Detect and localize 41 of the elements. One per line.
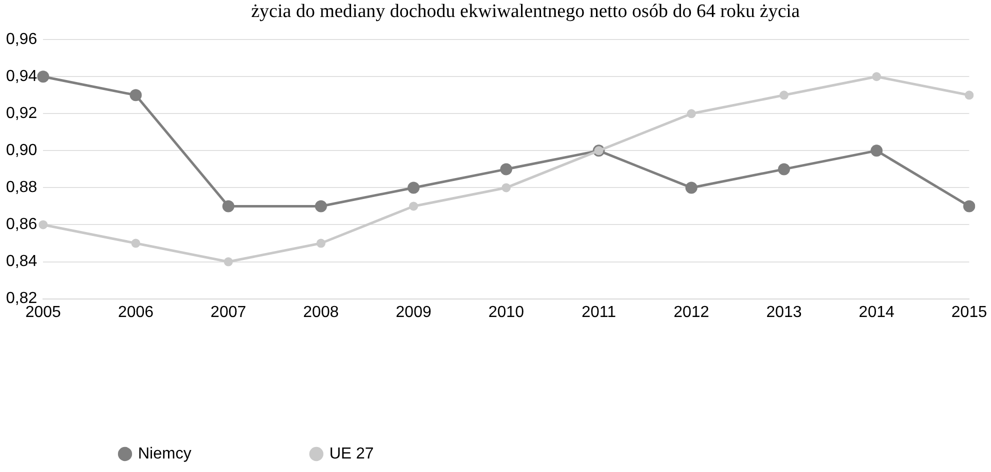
point bbox=[500, 163, 512, 176]
y-tick-label: 0,84 bbox=[6, 253, 38, 270]
y-tick-label: 0,96 bbox=[6, 31, 38, 48]
x-tick-label: 2014 bbox=[858, 304, 894, 321]
y-tick-label: 0,90 bbox=[6, 142, 38, 160]
x-tick-label: 2008 bbox=[303, 304, 339, 321]
point bbox=[502, 183, 511, 192]
point bbox=[870, 144, 883, 157]
y-tick-label: 0,92 bbox=[6, 105, 38, 122]
x-tick-label: 2009 bbox=[396, 304, 432, 321]
legend-label: UE 27 bbox=[329, 445, 374, 462]
point bbox=[131, 238, 140, 248]
x-tick-label: 2006 bbox=[118, 304, 154, 321]
point bbox=[964, 90, 974, 100]
point bbox=[316, 238, 326, 248]
point bbox=[779, 90, 788, 100]
point bbox=[314, 200, 327, 212]
x-tick-label: 2015 bbox=[951, 304, 988, 321]
point bbox=[222, 200, 234, 212]
y-tick-label: 0,88 bbox=[6, 179, 38, 196]
x-tick-label: 2005 bbox=[25, 304, 62, 321]
y-tick-label: 0,86 bbox=[6, 216, 38, 234]
legend-label: Niemcy bbox=[138, 445, 192, 462]
point bbox=[872, 72, 882, 82]
chart-title: życia do mediany dochodu ekwiwalentnego netto osób do 64 roku życia bbox=[250, 0, 801, 24]
point bbox=[963, 200, 976, 212]
point bbox=[685, 182, 698, 194]
point bbox=[224, 257, 233, 266]
point bbox=[130, 89, 142, 102]
point bbox=[686, 109, 696, 118]
x-tick-label: 2012 bbox=[674, 304, 710, 321]
x-tick-label: 2010 bbox=[488, 304, 524, 321]
x-tick-label: 2013 bbox=[766, 304, 802, 321]
point bbox=[38, 220, 48, 230]
x-tick-label: 2011 bbox=[582, 304, 616, 321]
point bbox=[778, 163, 790, 176]
y-tick-label: 0,94 bbox=[6, 68, 38, 86]
point bbox=[409, 202, 418, 211]
point bbox=[408, 182, 420, 194]
x-tick-label: 2007 bbox=[210, 304, 246, 321]
point bbox=[37, 70, 50, 83]
